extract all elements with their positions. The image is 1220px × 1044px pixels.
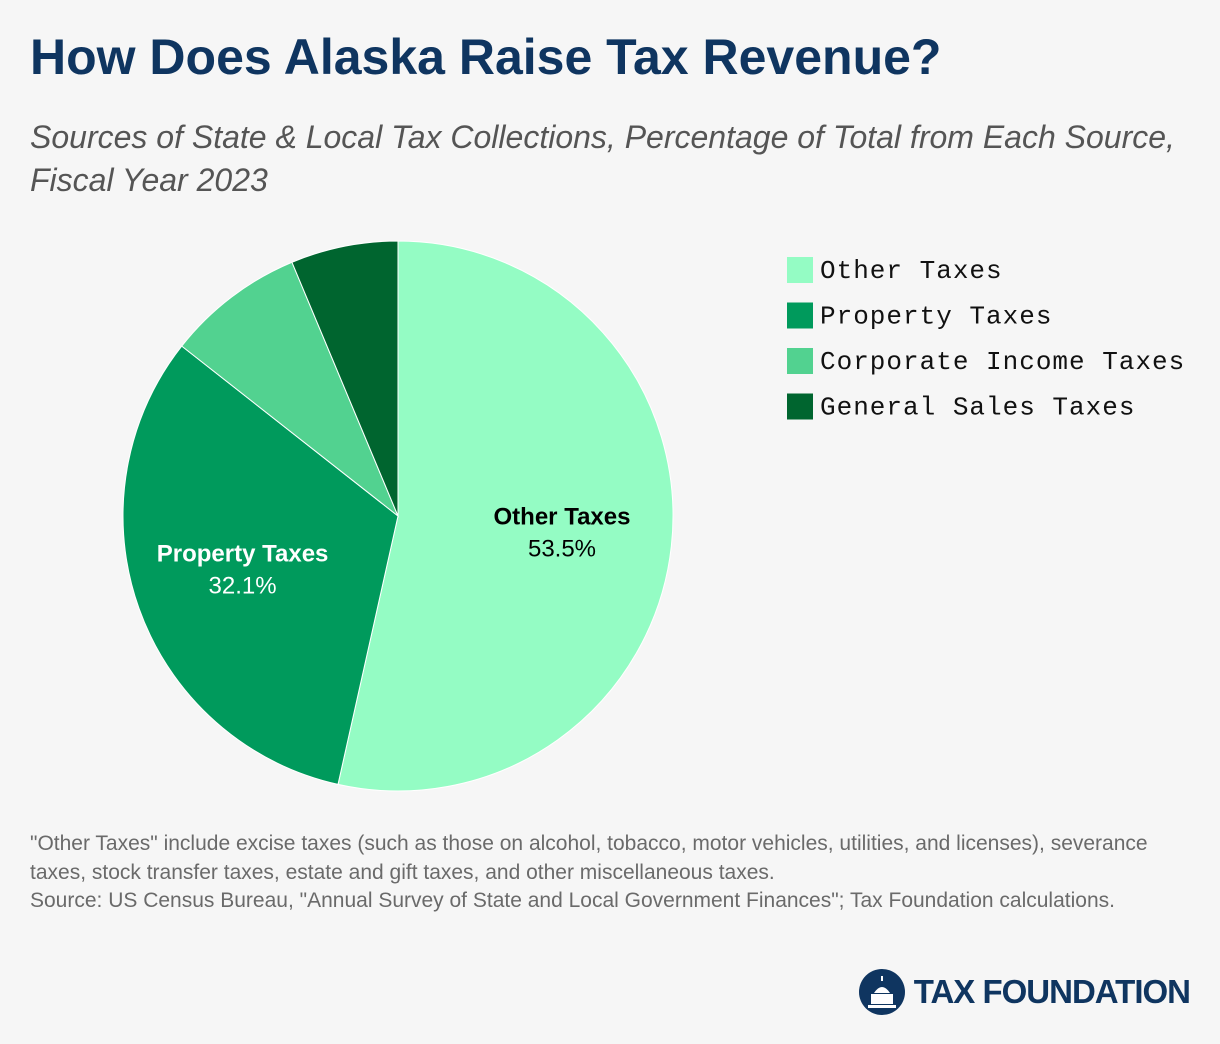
chart-title: How Does Alaska Raise Tax Revenue? <box>30 29 942 85</box>
slice-category: Property Taxes <box>157 541 329 568</box>
legend-label: Other Taxes <box>820 256 1003 286</box>
chart-subtitle: Sources of State & Local Tax Collections… <box>30 119 1175 198</box>
legend-label: Corporate Income Taxes <box>820 347 1185 377</box>
legend-label: General Sales Taxes <box>820 392 1135 422</box>
slice-value: 53.5% <box>528 535 596 562</box>
brand-logo <box>858 969 905 1015</box>
legend-swatch <box>787 393 813 420</box>
pie-slice <box>122 345 399 785</box>
note: "Other Taxes" include excise taxes (such… <box>30 832 1148 884</box>
legend-swatch <box>787 348 813 374</box>
brand: TAX FOUNDATION <box>858 968 1191 1016</box>
footnote: "Other Taxes" include excise taxes (such… <box>30 830 1200 916</box>
brand-name: TAX FOUNDATION <box>913 973 1191 1010</box>
slice-category: Other Taxes <box>494 503 631 530</box>
slice-value: 32.1% <box>209 573 277 600</box>
legend-swatch <box>787 257 813 283</box>
pie-slice <box>291 240 399 517</box>
legend-label: Property Taxes <box>820 301 1052 331</box>
source: Source: US Census Bureau, "Annual Survey… <box>30 889 1115 912</box>
pie-slice <box>337 240 674 792</box>
pie-slice <box>181 261 400 518</box>
legend-swatch <box>787 302 813 329</box>
